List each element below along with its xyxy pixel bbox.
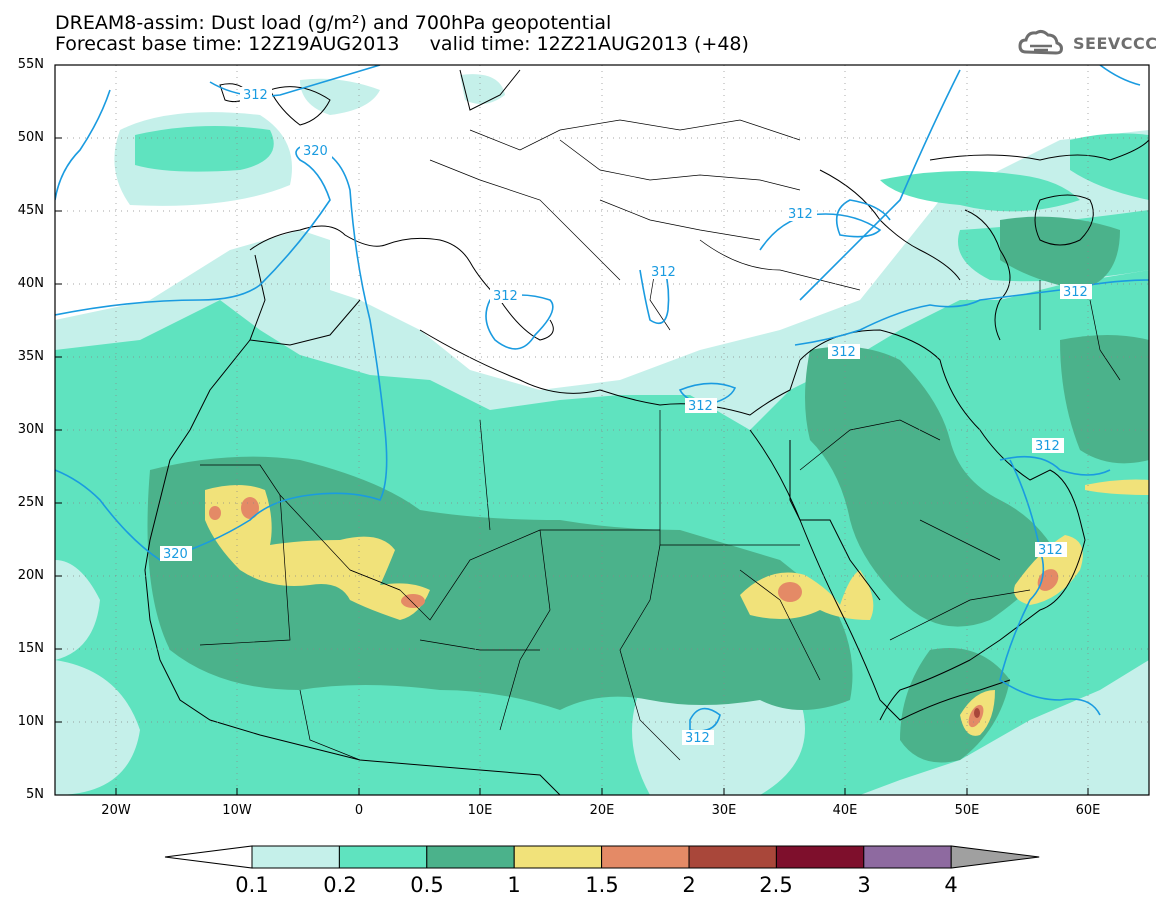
lat-label: 45N [17,203,44,218]
contour-label: 312 [1038,543,1063,558]
lat-label: 20N [17,568,44,583]
colorbar-label: 4 [944,873,958,897]
contour-label: 320 [303,144,328,159]
lat-label: 35N [17,349,44,364]
clear-ocean-patch [55,560,805,795]
contour-label: 312 [688,399,713,414]
lat-label: 25N [17,495,44,510]
contour-label: 312 [651,265,676,280]
colorbar-label: 2 [682,873,696,897]
contour-label: 320 [163,547,188,562]
lat-label: 10N [17,714,44,729]
colorbar-label: 1 [507,873,521,897]
colorbar-label: 0.5 [410,873,444,897]
colorbar-label: 1.5 [585,873,619,897]
contour-labels: 312 320 312 312 312 312 312 312 312 312 … [160,87,1092,746]
lon-label: 30E [711,803,737,818]
lon-label: 60E [1075,803,1101,818]
lon-label: 10E [467,803,493,818]
contour-label: 312 [1063,285,1088,300]
lat-lon-grid [55,65,1149,795]
lat-label: 50N [17,130,44,145]
map-subtitle: Forecast base time: 12Z19AUG2013 valid t… [55,33,749,55]
lat-label: 30N [17,422,44,437]
cloud-logo-icon [1018,29,1063,55]
lon-label: 20E [589,803,615,818]
logo-text: SEEVCCC [1073,34,1158,53]
contour-label: 312 [243,88,268,103]
coastlines [144,69,1149,795]
contour-label: 312 [493,289,518,304]
lon-label: 10W [222,803,252,818]
axis-ticks [55,137,1089,795]
lon-label: 40E [832,803,858,818]
map-title: DREAM8-assim: Dust load (g/m²) and 700hP… [55,12,612,34]
colorbar-label: 0.1 [235,873,269,897]
lat-label: 5N [26,787,44,802]
dust-band-2-2.5 [974,708,980,718]
colorbar-label: 2.5 [759,873,793,897]
lat-label: 40N [17,276,44,291]
dust-band-heavy [147,216,1149,763]
contour-label: 312 [1035,439,1060,454]
lat-label: 55N [17,57,44,72]
colorbar-label: 3 [857,873,871,897]
colorbar-label: 0.2 [323,873,357,897]
lon-label: 20W [101,803,131,818]
contour-label: 312 [831,345,856,360]
lon-label: 0 [354,803,364,818]
contour-label: 312 [685,731,710,746]
geopotential-contours [55,65,1149,732]
lon-label: 50E [954,803,980,818]
contour-label: 312 [788,207,813,222]
lat-label: 15N [17,641,44,656]
